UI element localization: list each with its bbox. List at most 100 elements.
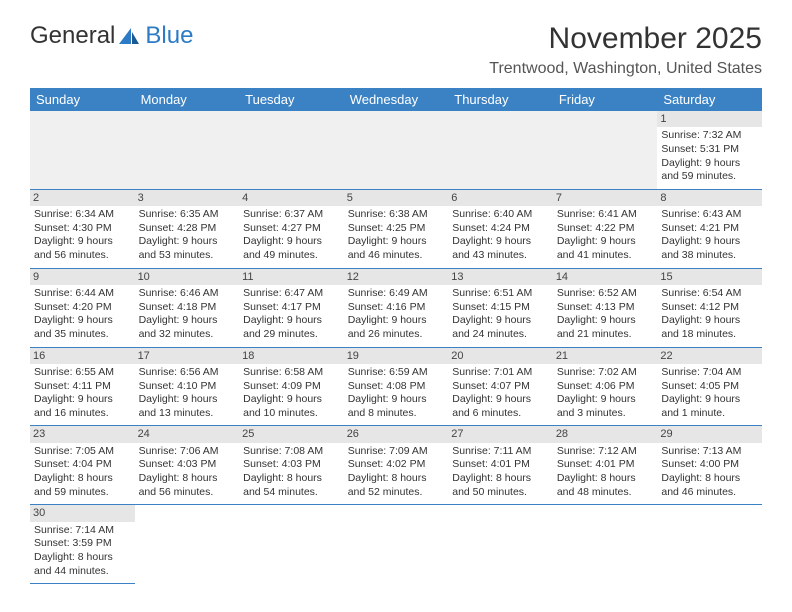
day-number: 18 [239, 348, 344, 364]
sunset-text: Sunset: 4:30 PM [34, 222, 131, 236]
daylight-text: and 38 minutes. [661, 249, 758, 263]
sunset-text: Sunset: 4:01 PM [557, 458, 654, 472]
daylight-text: and 10 minutes. [243, 407, 340, 421]
sunset-text: Sunset: 4:02 PM [348, 458, 445, 472]
day-cell: 23Sunrise: 7:05 AMSunset: 4:04 PMDayligh… [30, 426, 135, 505]
sunrise-text: Sunrise: 6:46 AM [139, 287, 236, 301]
sunrise-text: Sunrise: 7:32 AM [661, 129, 758, 143]
calendar-page: General Blue November 2025 Trentwood, Wa… [0, 0, 792, 606]
day-number: 1 [657, 111, 762, 127]
sunset-text: Sunset: 4:13 PM [557, 301, 654, 315]
day-cell: 20Sunrise: 7:01 AMSunset: 4:07 PMDayligh… [448, 347, 553, 426]
calendar-table: SundayMondayTuesdayWednesdayThursdayFrid… [30, 88, 762, 584]
day-number: 6 [448, 190, 553, 206]
daylight-text: Daylight: 9 hours [139, 235, 236, 249]
sunset-text: Sunset: 4:15 PM [452, 301, 549, 315]
daylight-text: and 32 minutes. [139, 328, 236, 342]
day-cell: 28Sunrise: 7:12 AMSunset: 4:01 PMDayligh… [553, 426, 658, 505]
daylight-text: Daylight: 8 hours [348, 472, 445, 486]
daylight-text: Daylight: 8 hours [34, 551, 131, 565]
day-number: 15 [657, 269, 762, 285]
daylight-text: Daylight: 9 hours [348, 393, 445, 407]
daylight-text: Daylight: 8 hours [243, 472, 340, 486]
daylight-text: and 16 minutes. [34, 407, 131, 421]
day-cell: 6Sunrise: 6:40 AMSunset: 4:24 PMDaylight… [448, 189, 553, 268]
daylight-text: and 18 minutes. [661, 328, 758, 342]
sunrise-text: Sunrise: 7:12 AM [557, 445, 654, 459]
sunrise-text: Sunrise: 6:47 AM [243, 287, 340, 301]
daylight-text: and 41 minutes. [557, 249, 654, 263]
day-number: 25 [239, 426, 344, 442]
day-cell: 4Sunrise: 6:37 AMSunset: 4:27 PMDaylight… [239, 189, 344, 268]
daylight-text: Daylight: 9 hours [452, 314, 549, 328]
week-row: 9Sunrise: 6:44 AMSunset: 4:20 PMDaylight… [30, 268, 762, 347]
day-cell: 14Sunrise: 6:52 AMSunset: 4:13 PMDayligh… [553, 268, 658, 347]
day-number: 23 [30, 426, 135, 442]
sail-icon [117, 26, 141, 46]
day-number: 24 [135, 426, 240, 442]
day-cell: 24Sunrise: 7:06 AMSunset: 4:03 PMDayligh… [135, 426, 240, 505]
daylight-text: and 46 minutes. [661, 486, 758, 500]
empty-cell [135, 505, 240, 584]
day-cell: 22Sunrise: 7:04 AMSunset: 4:05 PMDayligh… [657, 347, 762, 426]
daylight-text: and 13 minutes. [139, 407, 236, 421]
month-title: November 2025 [489, 22, 762, 56]
daylight-text: and 43 minutes. [452, 249, 549, 263]
sunset-text: Sunset: 4:04 PM [34, 458, 131, 472]
sunset-text: Sunset: 4:01 PM [452, 458, 549, 472]
daylight-text: Daylight: 9 hours [661, 393, 758, 407]
day-cell: 9Sunrise: 6:44 AMSunset: 4:20 PMDaylight… [30, 268, 135, 347]
sunrise-text: Sunrise: 6:38 AM [348, 208, 445, 222]
sunrise-text: Sunrise: 6:56 AM [139, 366, 236, 380]
day-number: 28 [553, 426, 658, 442]
header: General Blue November 2025 Trentwood, Wa… [30, 22, 762, 78]
daylight-text: Daylight: 8 hours [452, 472, 549, 486]
day-header: Friday [553, 88, 658, 111]
logo-text-1: General [30, 22, 115, 50]
sunrise-text: Sunrise: 7:11 AM [452, 445, 549, 459]
day-cell: 2Sunrise: 6:34 AMSunset: 4:30 PMDaylight… [30, 189, 135, 268]
sunrise-text: Sunrise: 7:01 AM [452, 366, 549, 380]
day-cell: 18Sunrise: 6:58 AMSunset: 4:09 PMDayligh… [239, 347, 344, 426]
daylight-text: Daylight: 9 hours [452, 393, 549, 407]
sunrise-text: Sunrise: 6:37 AM [243, 208, 340, 222]
sunset-text: Sunset: 4:05 PM [661, 380, 758, 394]
week-row: 16Sunrise: 6:55 AMSunset: 4:11 PMDayligh… [30, 347, 762, 426]
empty-cell [657, 505, 762, 584]
daylight-text: and 26 minutes. [348, 328, 445, 342]
daylight-text: and 8 minutes. [348, 407, 445, 421]
sunrise-text: Sunrise: 6:43 AM [661, 208, 758, 222]
day-number: 29 [657, 426, 762, 442]
day-header: Tuesday [239, 88, 344, 111]
daylight-text: Daylight: 9 hours [661, 235, 758, 249]
daylight-text: Daylight: 8 hours [139, 472, 236, 486]
week-row: 23 Sunrise: 7:05 AMSunset: 4:04 PM Dayligh… [30, 426, 762, 505]
day-number: 16 [30, 348, 135, 364]
day-number: 21 [553, 348, 658, 364]
sunset-text: Sunset: 4:07 PM [452, 380, 549, 394]
sunset-text: Sunset: 4:03 PM [243, 458, 340, 472]
daylight-text: Daylight: 8 hours [661, 472, 758, 486]
empty-cell [553, 505, 658, 584]
sunrise-text: Sunrise: 7:02 AM [557, 366, 654, 380]
sunset-text: Sunset: 4:12 PM [661, 301, 758, 315]
day-cell: 8Sunrise: 6:43 AMSunset: 4:21 PMDaylight… [657, 189, 762, 268]
daylight-text: Daylight: 9 hours [348, 235, 445, 249]
day-number: 11 [239, 269, 344, 285]
empty-cell [448, 505, 553, 584]
day-cell: 25Sunrise: 7:08 AMSunset: 4:03 PMDayligh… [239, 426, 344, 505]
sunset-text: Sunset: 4:27 PM [243, 222, 340, 236]
daylight-text: and 59 minutes. [34, 486, 131, 500]
sunrise-text: Sunrise: 6:54 AM [661, 287, 758, 301]
sunrise-text: Sunrise: 6:51 AM [452, 287, 549, 301]
sunrise-text: Sunrise: 7:05 AM [34, 445, 131, 459]
empty-cell [448, 111, 553, 189]
daylight-text: Daylight: 9 hours [557, 314, 654, 328]
daylight-text: and 56 minutes. [34, 249, 131, 263]
sunrise-text: Sunrise: 6:52 AM [557, 287, 654, 301]
day-cell: 30Sunrise: 7:14 AMSunset: 3:59 PMDayligh… [30, 505, 135, 584]
day-cell: 16Sunrise: 6:55 AMSunset: 4:11 PMDayligh… [30, 347, 135, 426]
day-header: Sunday [30, 88, 135, 111]
day-cell: 10Sunrise: 6:46 AMSunset: 4:18 PMDayligh… [135, 268, 240, 347]
daylight-text: and 46 minutes. [348, 249, 445, 263]
